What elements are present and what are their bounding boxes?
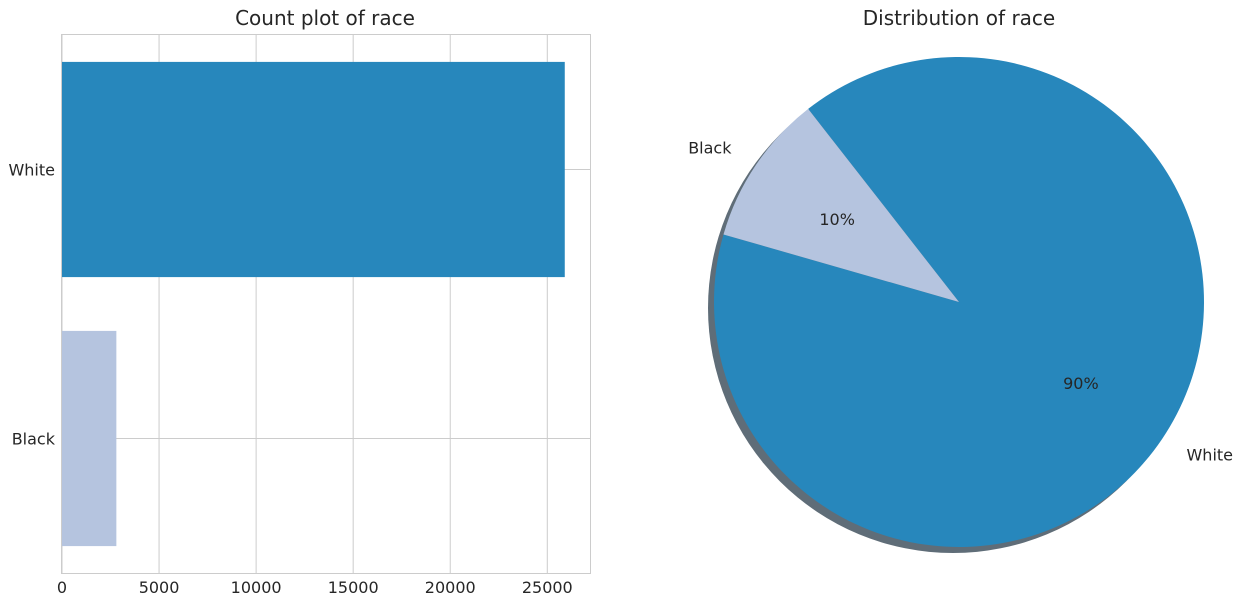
bar-chart-title: Count plot of race	[235, 6, 415, 30]
pie-pct-black: 10%	[819, 210, 855, 229]
x-tick-label: 0	[57, 578, 67, 597]
bar-chart: Count plot of race 0 5000 10000 15000 20000 2…	[8, 6, 591, 597]
pie-slice-black	[723, 108, 959, 302]
x-tick-label: 5000	[139, 578, 180, 597]
y-tick-label: Black	[12, 430, 56, 449]
pie-labels: White 90% Black 10%	[688, 139, 1233, 465]
y-tick-label: White	[8, 161, 55, 180]
pie-slices	[713, 56, 1204, 547]
pie-chart-title: Distribution of race	[863, 6, 1055, 30]
bar-black	[62, 330, 117, 547]
pie-chart: Distribution of race White 90% Black 10%	[688, 6, 1233, 553]
bar-white	[62, 61, 565, 278]
pie-slice-white	[713, 56, 1204, 547]
bar-y-tick-labels: White Black	[8, 161, 55, 449]
bar-axes-frame	[61, 34, 591, 574]
pie-label-black: Black	[688, 139, 732, 158]
x-tick-label: 25000	[522, 578, 573, 597]
x-tick-label: 15000	[328, 578, 379, 597]
x-tick-label: 20000	[425, 578, 476, 597]
bar-x-tick-labels: 0 5000 10000 15000 20000 25000	[57, 578, 573, 597]
bar-series	[62, 61, 565, 547]
x-tick-label: 10000	[231, 578, 282, 597]
pie-label-white: White	[1186, 445, 1233, 464]
pie-pct-white: 90%	[1063, 374, 1099, 393]
